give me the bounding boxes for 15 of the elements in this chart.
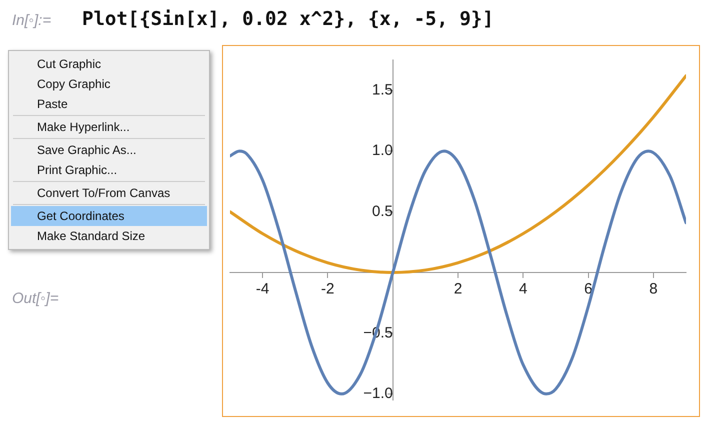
x-tick-label: 8	[649, 280, 658, 298]
chart-title: Plot[{Sin[x], 0.02 x^2}, {x, -5, 9}]	[82, 8, 494, 30]
y-tick-label: 0.5	[372, 202, 393, 220]
text: In[◦]:=	[12, 12, 52, 29]
y-tick-label: 1.0	[372, 142, 393, 160]
x-tick-label: 2	[454, 280, 462, 298]
context-menu: Cut Graphic Copy Graphic Paste Make Hyperlink... Save Graphic As... Print Graphic... Convert To/From Canvas Get Coordinates Make Standard Size	[8, 50, 210, 250]
x-tick-label: 6	[584, 280, 592, 298]
y-tick-label: −1.0	[363, 385, 393, 402]
x-tick-label: 4	[518, 280, 528, 298]
x-tick-label: -4	[256, 280, 270, 298]
y-tick-label: 1.5	[372, 82, 393, 98]
line-series	[230, 74, 686, 274]
x-tick-label: -2	[321, 280, 334, 298]
text: Out[◦]=	[12, 290, 59, 307]
